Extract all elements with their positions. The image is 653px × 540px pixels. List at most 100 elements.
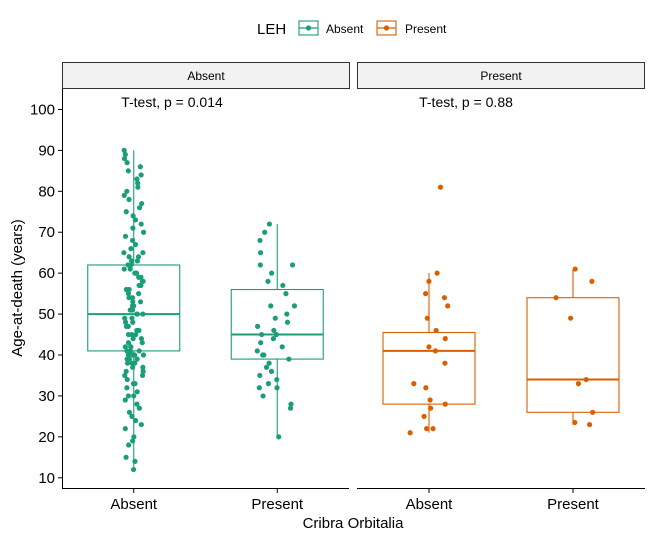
point-present-present-4	[583, 376, 589, 383]
point-absent-absent-94	[122, 233, 129, 239]
point-absent-absent-68	[126, 295, 132, 301]
point-absent-absent-57	[129, 315, 135, 321]
point-absent-absent-1	[132, 458, 138, 464]
point-absent-absent-85	[129, 258, 135, 264]
point-absent-absent-11	[136, 405, 142, 411]
point-absent-absent-0	[130, 466, 137, 473]
point-absent-present-6	[265, 381, 272, 387]
point-absent-absent-49	[129, 331, 135, 338]
point-absent-present-36	[262, 229, 268, 235]
point-absent-absent-3	[126, 442, 132, 448]
point-absent-present-25	[284, 311, 290, 317]
point-present-absent-4	[427, 405, 434, 411]
point-absent-present-10	[263, 364, 270, 370]
point-absent-present-2	[288, 401, 294, 407]
point-absent-absent-80	[132, 270, 138, 276]
point-absent-absent-10	[126, 409, 133, 415]
point-absent-absent-97	[138, 221, 144, 227]
legend-key-present	[376, 20, 397, 36]
point-present-absent-1	[430, 426, 436, 432]
point-absent-absent-48	[133, 331, 139, 338]
point-absent-absent-65	[137, 299, 144, 305]
point-absent-absent-72	[126, 286, 132, 293]
point-present-absent-11	[426, 344, 432, 350]
point-absent-absent-41	[128, 344, 134, 350]
x-tick-label-absent-present: Present	[251, 496, 304, 513]
point-absent-absent-42	[122, 344, 128, 350]
point-absent-absent-113	[121, 155, 128, 162]
point-absent-absent-24	[123, 368, 129, 374]
point-absent-present-28	[283, 291, 289, 297]
y-tick-label-40: 40	[38, 347, 55, 364]
point-absent-absent-55	[122, 319, 129, 325]
point-absent-absent-105	[124, 188, 130, 194]
point-absent-present-24	[272, 315, 278, 321]
point-absent-absent-91	[128, 246, 134, 252]
point-absent-present-4	[274, 385, 280, 391]
point-present-present-3	[575, 381, 582, 387]
point-present-absent-0	[407, 430, 413, 436]
point-present-absent-5	[442, 401, 448, 407]
point-absent-present-23	[284, 319, 291, 325]
point-absent-absent-22	[139, 372, 146, 379]
point-absent-absent-74	[138, 282, 144, 289]
strip-present: Present	[357, 62, 645, 89]
point-present-absent-7	[423, 385, 429, 391]
point-absent-present-16	[279, 344, 285, 350]
point-absent-present-5	[256, 385, 262, 391]
legend-key-absent-point	[305, 25, 312, 31]
point-absent-absent-30	[134, 356, 140, 362]
point-absent-present-19	[259, 331, 265, 338]
point-absent-absent-9	[129, 413, 135, 419]
point-absent-absent-102	[139, 200, 145, 207]
point-absent-present-35	[257, 237, 263, 244]
point-absent-absent-43	[139, 340, 145, 346]
x-tick-label-present-absent: Absent	[406, 496, 454, 513]
point-present-absent-19	[434, 270, 440, 276]
y-tick-label-90: 90	[38, 142, 55, 159]
y-axis: 10 20 30 40 50 60 70 80 90 100	[30, 89, 63, 489]
point-absent-absent-98	[132, 217, 139, 223]
point-present-absent-10	[432, 348, 439, 354]
point-absent-absent-76	[139, 278, 145, 284]
point-absent-absent-51	[134, 327, 140, 334]
point-absent-absent-23	[140, 368, 146, 374]
point-absent-absent-103	[126, 196, 132, 203]
y-tick-label-50: 50	[38, 306, 55, 323]
box-absent-absent	[87, 264, 181, 352]
point-absent-absent-20	[124, 376, 130, 383]
point-absent-absent-46	[130, 336, 136, 342]
point-absent-present-27	[291, 303, 298, 309]
point-absent-present-15	[254, 348, 260, 354]
box-present-present	[526, 297, 620, 413]
point-absent-absent-99	[130, 213, 136, 219]
point-absent-absent-100	[123, 209, 129, 215]
legend: LEH Absent Present	[257, 20, 447, 38]
point-absent-absent-81	[121, 266, 127, 272]
point-absent-present-11	[266, 360, 272, 366]
point-absent-absent-107	[135, 180, 141, 186]
point-absent-absent-36	[132, 352, 138, 358]
point-present-absent-20	[437, 184, 444, 190]
y-tick-label-30: 30	[38, 388, 55, 405]
point-absent-absent-17	[124, 385, 130, 391]
x-axis-title: Cribra Orbitalia	[303, 515, 405, 532]
point-absent-absent-29	[132, 360, 138, 366]
point-absent-absent-108	[134, 176, 140, 182]
x-tick-label-present-present: Present	[547, 496, 600, 513]
point-present-present-2	[589, 409, 596, 415]
point-absent-absent-114	[122, 151, 128, 158]
point-absent-absent-64	[129, 303, 136, 309]
strip-absent-bg	[62, 62, 350, 89]
point-absent-absent-32	[124, 356, 130, 362]
point-absent-absent-95	[140, 229, 147, 235]
y-axis-title: Age-at-death (years)	[9, 219, 26, 357]
point-absent-present-14	[261, 352, 267, 358]
point-absent-absent-62	[129, 307, 136, 313]
legend-key-absent	[298, 20, 319, 36]
point-absent-absent-8	[132, 417, 139, 424]
x-tick-label-absent-absent: Absent	[110, 496, 158, 513]
box-absent-present	[230, 288, 324, 360]
legend-title: LEH	[257, 21, 286, 38]
